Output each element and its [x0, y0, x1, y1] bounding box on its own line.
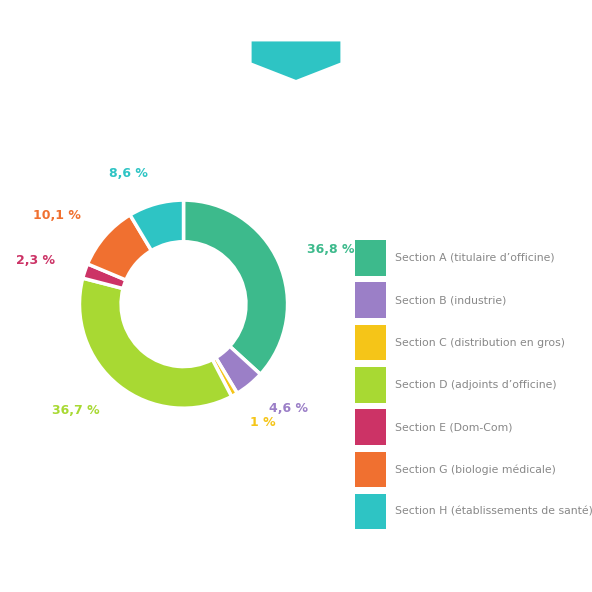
Text: 36,7 %: 36,7 %	[52, 404, 99, 417]
FancyBboxPatch shape	[355, 409, 386, 445]
Text: 10,1 %: 10,1 %	[33, 209, 81, 222]
FancyBboxPatch shape	[355, 367, 386, 403]
Text: 2,3 %: 2,3 %	[17, 255, 55, 268]
Polygon shape	[252, 41, 340, 80]
Wedge shape	[130, 200, 184, 250]
Text: 1 %: 1 %	[250, 416, 275, 429]
Text: 36,8 %: 36,8 %	[307, 243, 355, 256]
Text: 4,6 %: 4,6 %	[269, 402, 308, 415]
Text: Section E (Dom-Com): Section E (Dom-Com)	[395, 422, 513, 432]
Wedge shape	[213, 358, 237, 397]
Wedge shape	[215, 346, 260, 393]
Text: Section B (industrie): Section B (industrie)	[395, 295, 507, 305]
FancyBboxPatch shape	[355, 282, 386, 318]
Text: RÉPARTITION DES PHARMACIENS PAR SECTION: RÉPARTITION DES PHARMACIENS PAR SECTION	[85, 18, 507, 33]
Text: Section H (établissements de santé): Section H (établissements de santé)	[395, 507, 592, 517]
Wedge shape	[184, 200, 288, 374]
Text: Section C (distribution en gros): Section C (distribution en gros)	[395, 337, 565, 348]
Text: Section A (titulaire d’officine): Section A (titulaire d’officine)	[395, 253, 555, 263]
Wedge shape	[79, 278, 231, 408]
FancyBboxPatch shape	[355, 240, 386, 276]
FancyBboxPatch shape	[355, 325, 386, 361]
Wedge shape	[83, 264, 126, 288]
Text: Section D (adjoints d’officine): Section D (adjoints d’officine)	[395, 380, 557, 390]
FancyBboxPatch shape	[355, 494, 386, 529]
Wedge shape	[88, 215, 152, 280]
Text: 8,6 %: 8,6 %	[108, 168, 147, 181]
Text: Section G (biologie médicale): Section G (biologie médicale)	[395, 464, 556, 475]
FancyBboxPatch shape	[355, 452, 386, 487]
